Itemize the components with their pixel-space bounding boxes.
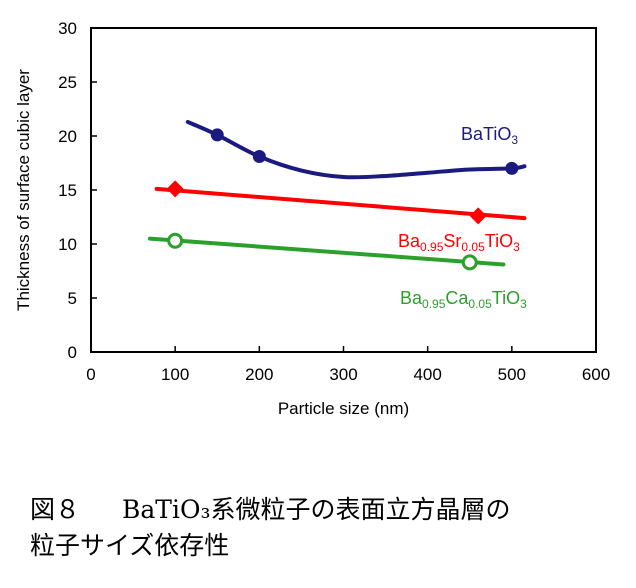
series-sr <box>154 180 527 225</box>
y-axis-title: Thickness of surface cubic layer <box>14 69 33 311</box>
data-point <box>167 232 184 249</box>
data-point <box>505 161 519 175</box>
series-layer <box>147 119 527 271</box>
y-tick-label: 30 <box>58 19 77 38</box>
x-tick-label: 100 <box>161 365 189 384</box>
series-label-ca: Ba0.95Ca0.05TiO3 <box>400 288 527 311</box>
x-tick-label: 200 <box>245 365 273 384</box>
series-line-sr <box>154 186 527 221</box>
data-point <box>469 207 487 225</box>
figure-caption: 図８ BaTiO₃系微粒子の表面立方晶層の 粒子サイズ依存性 <box>30 492 620 564</box>
series-line-ca <box>147 236 506 267</box>
series-ca <box>147 232 506 271</box>
data-point <box>252 150 266 164</box>
axes: 0 100 200 300 400 500 600 0 5 10 15 20 25 30 <box>58 19 610 384</box>
y-tick-label: 15 <box>58 181 77 200</box>
x-axis-title: Particle size (nm) <box>278 399 409 418</box>
data-point <box>210 128 224 142</box>
y-tick-label: 0 <box>68 343 77 362</box>
series-line-batio3 <box>185 119 527 180</box>
x-tick-label: 300 <box>329 365 357 384</box>
caption-line-2: 粒子サイズ依存性 <box>30 531 230 560</box>
x-tick-label: 400 <box>413 365 441 384</box>
y-tick-label: 10 <box>58 235 77 254</box>
series-label-sr: Ba0.95Sr0.05TiO3 <box>398 231 520 254</box>
y-tick-label: 20 <box>58 127 77 146</box>
series-label-batio3: BaTiO3 <box>461 124 518 147</box>
x-tick-label: 600 <box>582 365 610 384</box>
chart: 0 100 200 300 400 500 600 0 5 10 15 20 25 30 Particle… <box>14 19 610 418</box>
data-point <box>166 180 184 198</box>
figure-number: 図８ <box>30 495 81 524</box>
caption-line-1: BaTiO₃系微粒子の表面立方晶層の <box>122 495 511 524</box>
x-tick-label: 500 <box>498 365 526 384</box>
series-batio3 <box>185 119 527 180</box>
y-tick-label: 5 <box>68 289 77 308</box>
x-tick-label: 0 <box>86 365 95 384</box>
data-point <box>461 254 478 271</box>
y-tick-label: 25 <box>58 73 77 92</box>
